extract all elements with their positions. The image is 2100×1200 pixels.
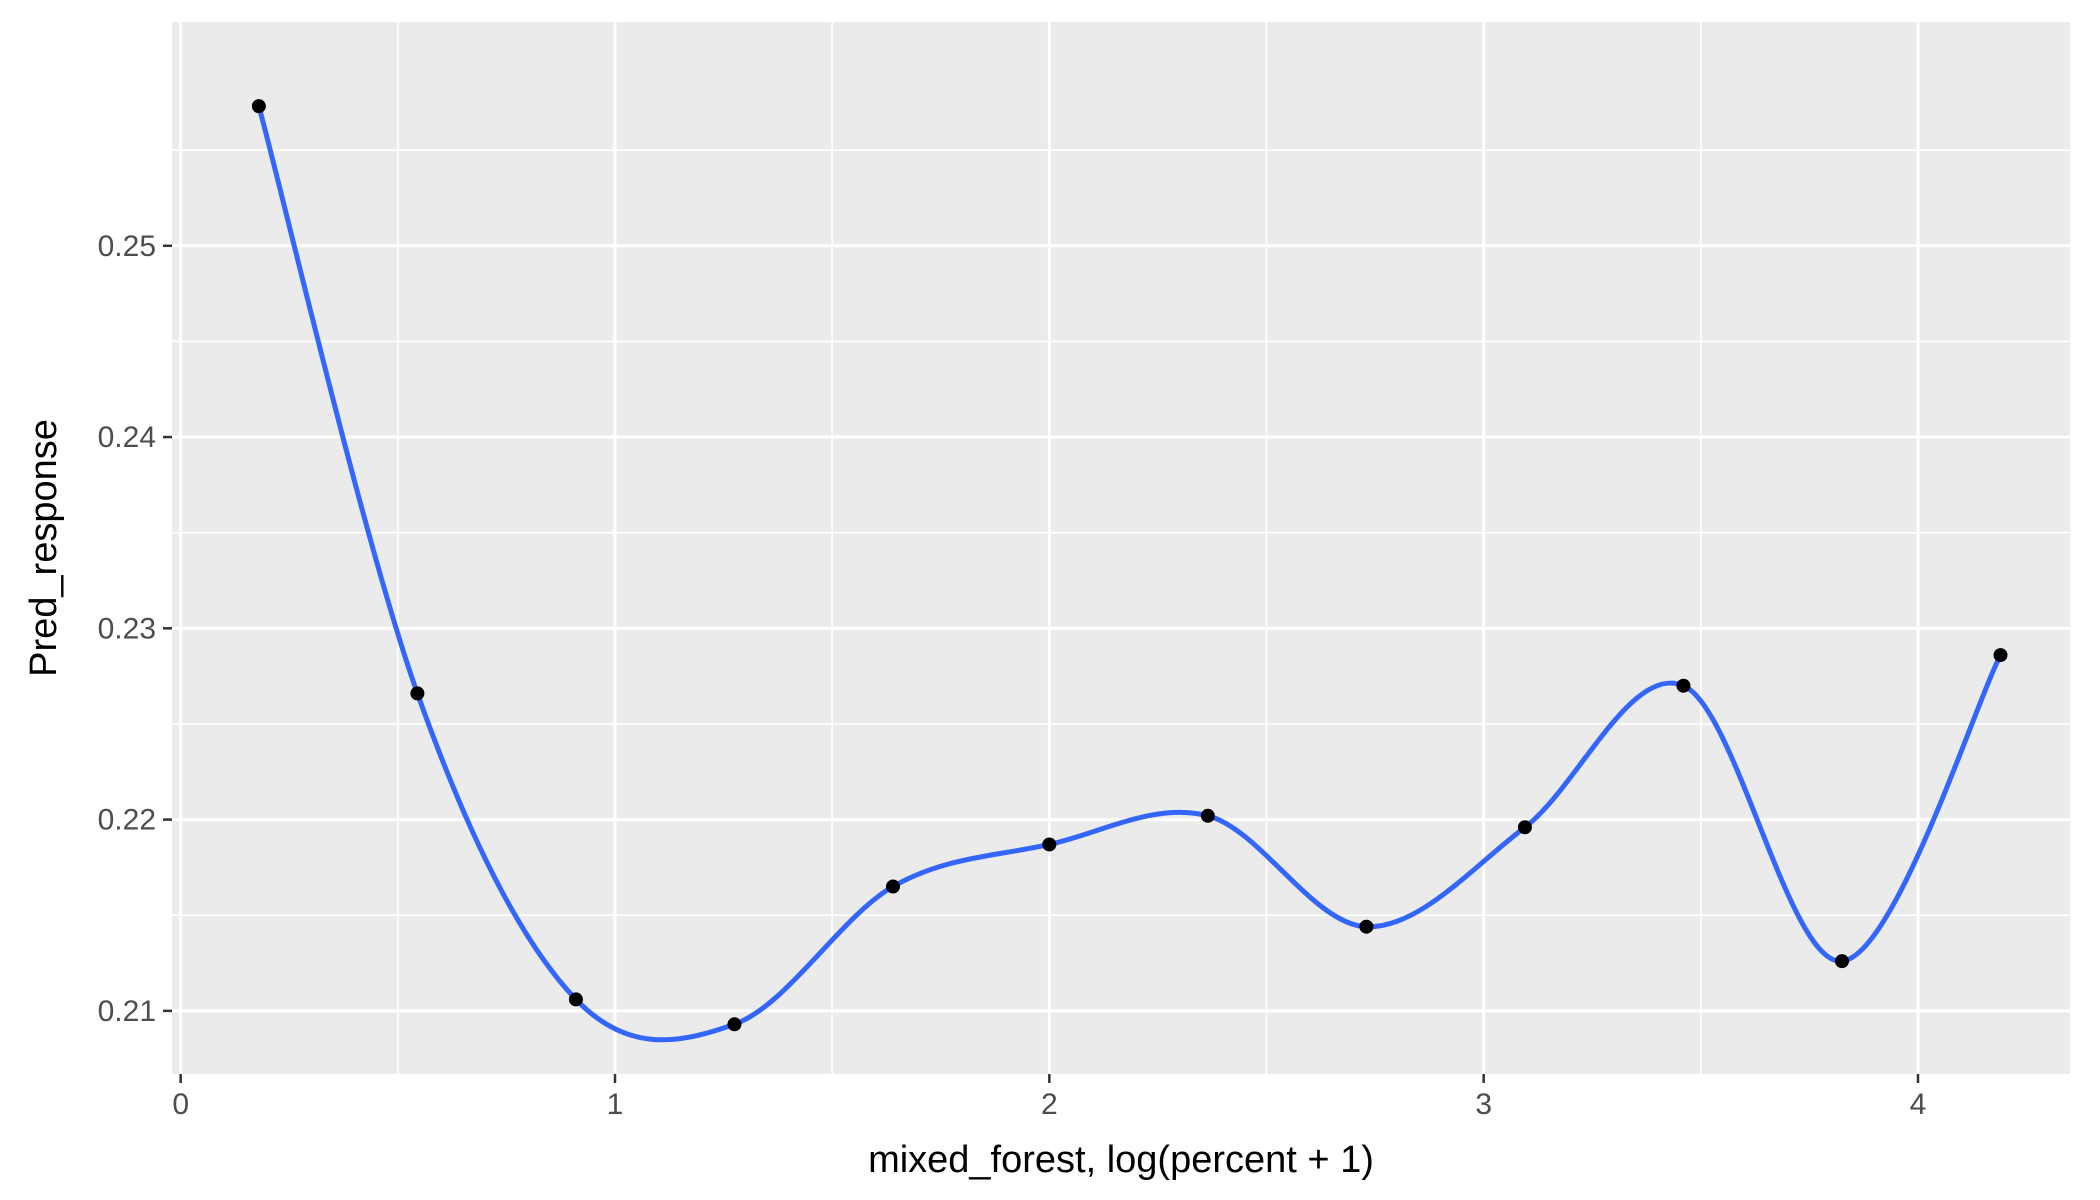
y-tick-label: 0.23 — [98, 612, 156, 645]
y-tick-label: 0.24 — [98, 421, 156, 454]
x-tick-label: 3 — [1475, 1088, 1492, 1121]
smooth-line — [256, 103, 2004, 1043]
data-point — [1359, 919, 1374, 934]
data-point — [1834, 954, 1849, 969]
data-point — [1676, 678, 1691, 693]
x-tick-label: 4 — [1910, 1088, 1927, 1121]
x-tick-label: 1 — [607, 1088, 624, 1121]
data-point — [727, 1017, 742, 1032]
y-tick-label: 0.25 — [98, 230, 156, 263]
y-tick-label: 0.22 — [98, 804, 156, 837]
data-point — [1517, 820, 1532, 835]
data-points — [251, 99, 2008, 1032]
data-point — [1200, 808, 1215, 823]
x-axis: 0 1 2 3 4 — [172, 1074, 1926, 1121]
grid-minor — [172, 22, 2070, 1074]
y-axis: 0.21 0.22 0.23 0.24 0.25 — [98, 230, 172, 1028]
data-point — [251, 99, 266, 114]
x-tick-label: 0 — [172, 1088, 189, 1121]
y-axis-title: Pred_response — [23, 419, 65, 677]
plot-panel — [172, 22, 2070, 1074]
y-tick-label: 0.21 — [98, 995, 156, 1028]
grid-major — [172, 22, 2070, 1074]
data-point — [1993, 648, 2008, 663]
x-axis-title: mixed_forest, log(percent + 1) — [868, 1139, 1374, 1181]
data-point — [885, 879, 900, 894]
data-point — [1042, 837, 1057, 852]
x-tick-label: 2 — [1041, 1088, 1058, 1121]
data-point — [568, 992, 583, 1007]
data-point — [410, 686, 425, 701]
